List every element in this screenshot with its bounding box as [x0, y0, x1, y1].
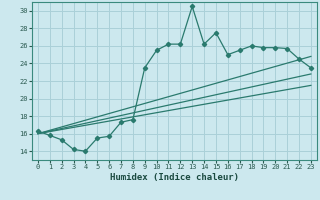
X-axis label: Humidex (Indice chaleur): Humidex (Indice chaleur): [110, 173, 239, 182]
